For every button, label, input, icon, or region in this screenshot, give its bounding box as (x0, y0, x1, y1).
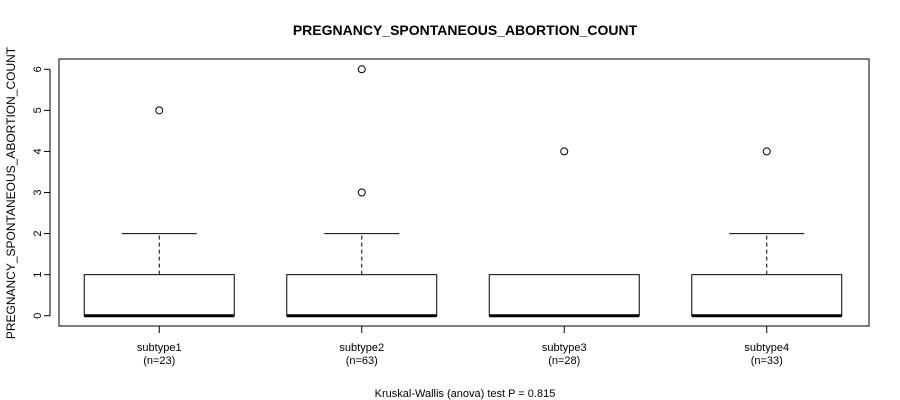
y-axis-label: PREGNANCY_SPONTANEOUS_ABORTION_COUNT (4, 46, 18, 339)
box (488, 274, 640, 317)
outlier-point (155, 106, 164, 115)
y-axis: 0 1 2 3 4 5 6 (32, 66, 51, 319)
y-tick-label: 6 (32, 66, 44, 72)
plot-frame (58, 58, 870, 327)
category-label: subtype4 (744, 342, 789, 354)
y-tick-label: 0 (32, 313, 44, 319)
box-group-subtype2: subtype2(n=63) (286, 65, 438, 367)
category-label: subtype2 (339, 342, 384, 354)
category-n-label: (n=28) (548, 355, 580, 367)
box (83, 274, 235, 317)
test-footer: Kruskal-Wallis (anova) test P = 0.815 (375, 388, 556, 400)
category-n-label: (n=23) (143, 355, 175, 367)
box-group-subtype1: subtype1(n=23) (83, 106, 235, 367)
category-n-label: (n=63) (346, 355, 378, 367)
outlier-point (762, 147, 771, 156)
box (286, 274, 438, 317)
outlier-point (357, 188, 366, 197)
y-tick-label: 2 (32, 231, 44, 237)
box-group-subtype4: subtype4(n=33) (691, 147, 843, 367)
category-label: subtype1 (137, 342, 182, 354)
outlier-point (357, 65, 366, 74)
chart-title: PREGNANCY_SPONTANEOUS_ABORTION_COUNT (293, 22, 638, 38)
category-n-label: (n=33) (751, 355, 783, 367)
category-label: subtype3 (542, 342, 587, 354)
box (691, 274, 843, 317)
y-tick-label: 5 (32, 107, 44, 113)
y-tick-label: 1 (32, 272, 44, 278)
box-group-subtype3: subtype3(n=28) (488, 147, 640, 367)
outlier-point (560, 147, 569, 156)
boxes: subtype1(n=23)subtype2(n=63)subtype3(n=2… (83, 65, 843, 367)
y-tick-label: 3 (32, 189, 44, 195)
y-tick-label: 4 (32, 148, 44, 154)
